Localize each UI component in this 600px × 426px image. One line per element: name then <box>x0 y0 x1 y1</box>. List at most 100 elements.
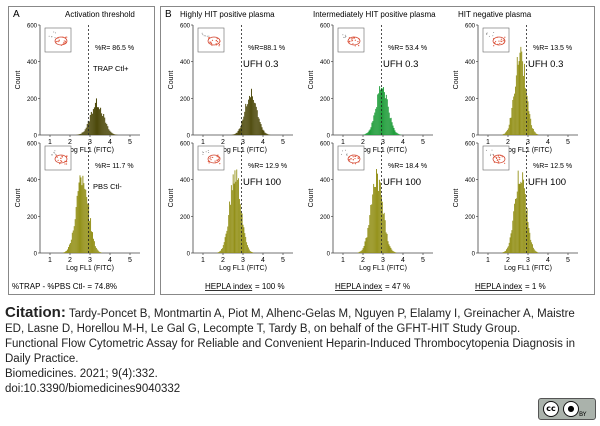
inset-point <box>500 40 502 42</box>
histogram-panel: 0 200 400 600 1 2 3 4 5 Count Log FL1 (FITC) %R= 86… <box>15 24 140 154</box>
histogram-bar <box>511 230 513 253</box>
condition-label: UFH 0.3 <box>528 59 563 70</box>
histogram-bar <box>110 131 112 135</box>
inset-point <box>215 39 218 42</box>
x-tick-label: 3 <box>526 139 530 146</box>
inset-point <box>501 43 503 45</box>
inset-point <box>212 156 214 159</box>
histogram-panel: 0 200 400 600 1 2 3 4 5 Count Log FL1 (FITC) %R= 12… <box>168 142 293 272</box>
inset-point <box>498 160 500 162</box>
histogram-bar <box>507 128 509 135</box>
condition-label: TRAP Ctl+ <box>93 64 129 73</box>
histogram-bar <box>510 233 512 253</box>
histogram-bar <box>394 130 396 135</box>
histogram-bar <box>221 249 222 253</box>
inset-point <box>502 39 504 41</box>
histogram-bar <box>373 183 375 253</box>
y-tick-label: 200 <box>180 215 191 221</box>
histogram-bar <box>377 173 378 253</box>
histogram-bar <box>502 134 504 135</box>
histogram-bar <box>98 251 100 253</box>
histogram-bar <box>250 251 252 253</box>
histogram-bar <box>517 170 519 253</box>
histogram-bar <box>69 243 71 253</box>
histogram-bar <box>97 250 99 253</box>
inset-point <box>203 35 205 37</box>
hepla-label-3: HEPLA index <box>475 282 522 291</box>
histogram-bar <box>537 134 539 135</box>
inset-point <box>504 36 506 38</box>
inset-point <box>493 32 495 34</box>
inset-point <box>492 35 494 37</box>
inset-point <box>56 40 58 42</box>
x-tick-label: 3 <box>88 257 92 264</box>
inset-point <box>486 34 488 36</box>
histogram-bar <box>370 127 372 135</box>
inset-point <box>205 151 207 153</box>
citation-heading: Citation: <box>5 304 66 321</box>
inset-point <box>216 161 218 163</box>
citation-title: Functional Flow Cytometric Assay for Rel… <box>5 338 575 365</box>
x-tick-label: 2 <box>221 257 225 264</box>
y-tick-label: 200 <box>320 97 331 103</box>
histogram-bar <box>508 242 510 253</box>
histogram-bar <box>100 107 102 135</box>
percent-label: %R= 12.9 % <box>248 163 287 170</box>
inset-point <box>340 153 342 155</box>
x-tick-label: 2 <box>68 139 72 146</box>
histogram-bar <box>253 102 255 135</box>
histogram-bar <box>381 201 383 253</box>
histogram-bar <box>264 132 266 135</box>
histogram-bar <box>518 61 520 135</box>
histogram-bar <box>239 128 241 135</box>
histogram-bar <box>366 133 368 135</box>
citation-authors: Tardy-Poncet B, Montmartin A, Piot M, Al… <box>5 308 575 335</box>
histogram-bar <box>81 185 83 253</box>
inset-point <box>64 42 66 44</box>
histogram-bar <box>265 133 267 135</box>
histogram-bar <box>241 213 243 253</box>
percent-label: %R= 86.5 % <box>95 45 134 52</box>
inset-point <box>202 151 204 153</box>
histogram-bar <box>242 224 244 253</box>
inset-point <box>62 36 64 38</box>
inset-point <box>55 41 57 43</box>
histogram-bar <box>369 129 371 135</box>
histogram-bar <box>238 198 240 253</box>
histogram-bar <box>71 232 73 253</box>
histogram-bar <box>536 133 538 135</box>
x-tick-label: 2 <box>506 257 510 264</box>
inset-point <box>344 34 346 36</box>
inset-point <box>358 156 360 158</box>
histogram-bar <box>106 124 108 135</box>
inset-point <box>63 40 65 42</box>
inset-point <box>352 159 354 161</box>
histogram-bar <box>114 134 116 135</box>
histogram-bar <box>376 169 377 253</box>
histogram-bar <box>532 247 534 253</box>
histogram-bar <box>75 207 77 253</box>
inset-point <box>358 45 360 47</box>
inset-point <box>209 41 211 43</box>
histogram-bar <box>111 132 113 135</box>
cc-icon: cc <box>543 401 559 417</box>
citation: Citation: Tardy-Poncet B, Montmartin A, … <box>5 305 595 397</box>
y-tick-label: 600 <box>27 142 38 148</box>
histogram-bar <box>363 134 365 135</box>
histogram-bar <box>383 92 385 135</box>
histogram-bar <box>532 128 534 135</box>
histogram-bar <box>516 56 518 135</box>
y-tick-label: 600 <box>180 142 191 148</box>
histogram-bar <box>223 242 225 253</box>
histogram-bar <box>238 129 240 135</box>
histogram-bar <box>521 51 523 136</box>
inset-point <box>346 154 348 156</box>
histogram-bar <box>391 122 393 135</box>
inset-point <box>499 154 501 157</box>
histogram-bar <box>372 194 374 253</box>
histogram-bar <box>249 95 251 135</box>
histogram-bar <box>531 242 533 253</box>
threshold-label: Activation threshold <box>65 10 135 19</box>
histogram-bar <box>263 130 265 135</box>
inset-point <box>210 156 212 158</box>
